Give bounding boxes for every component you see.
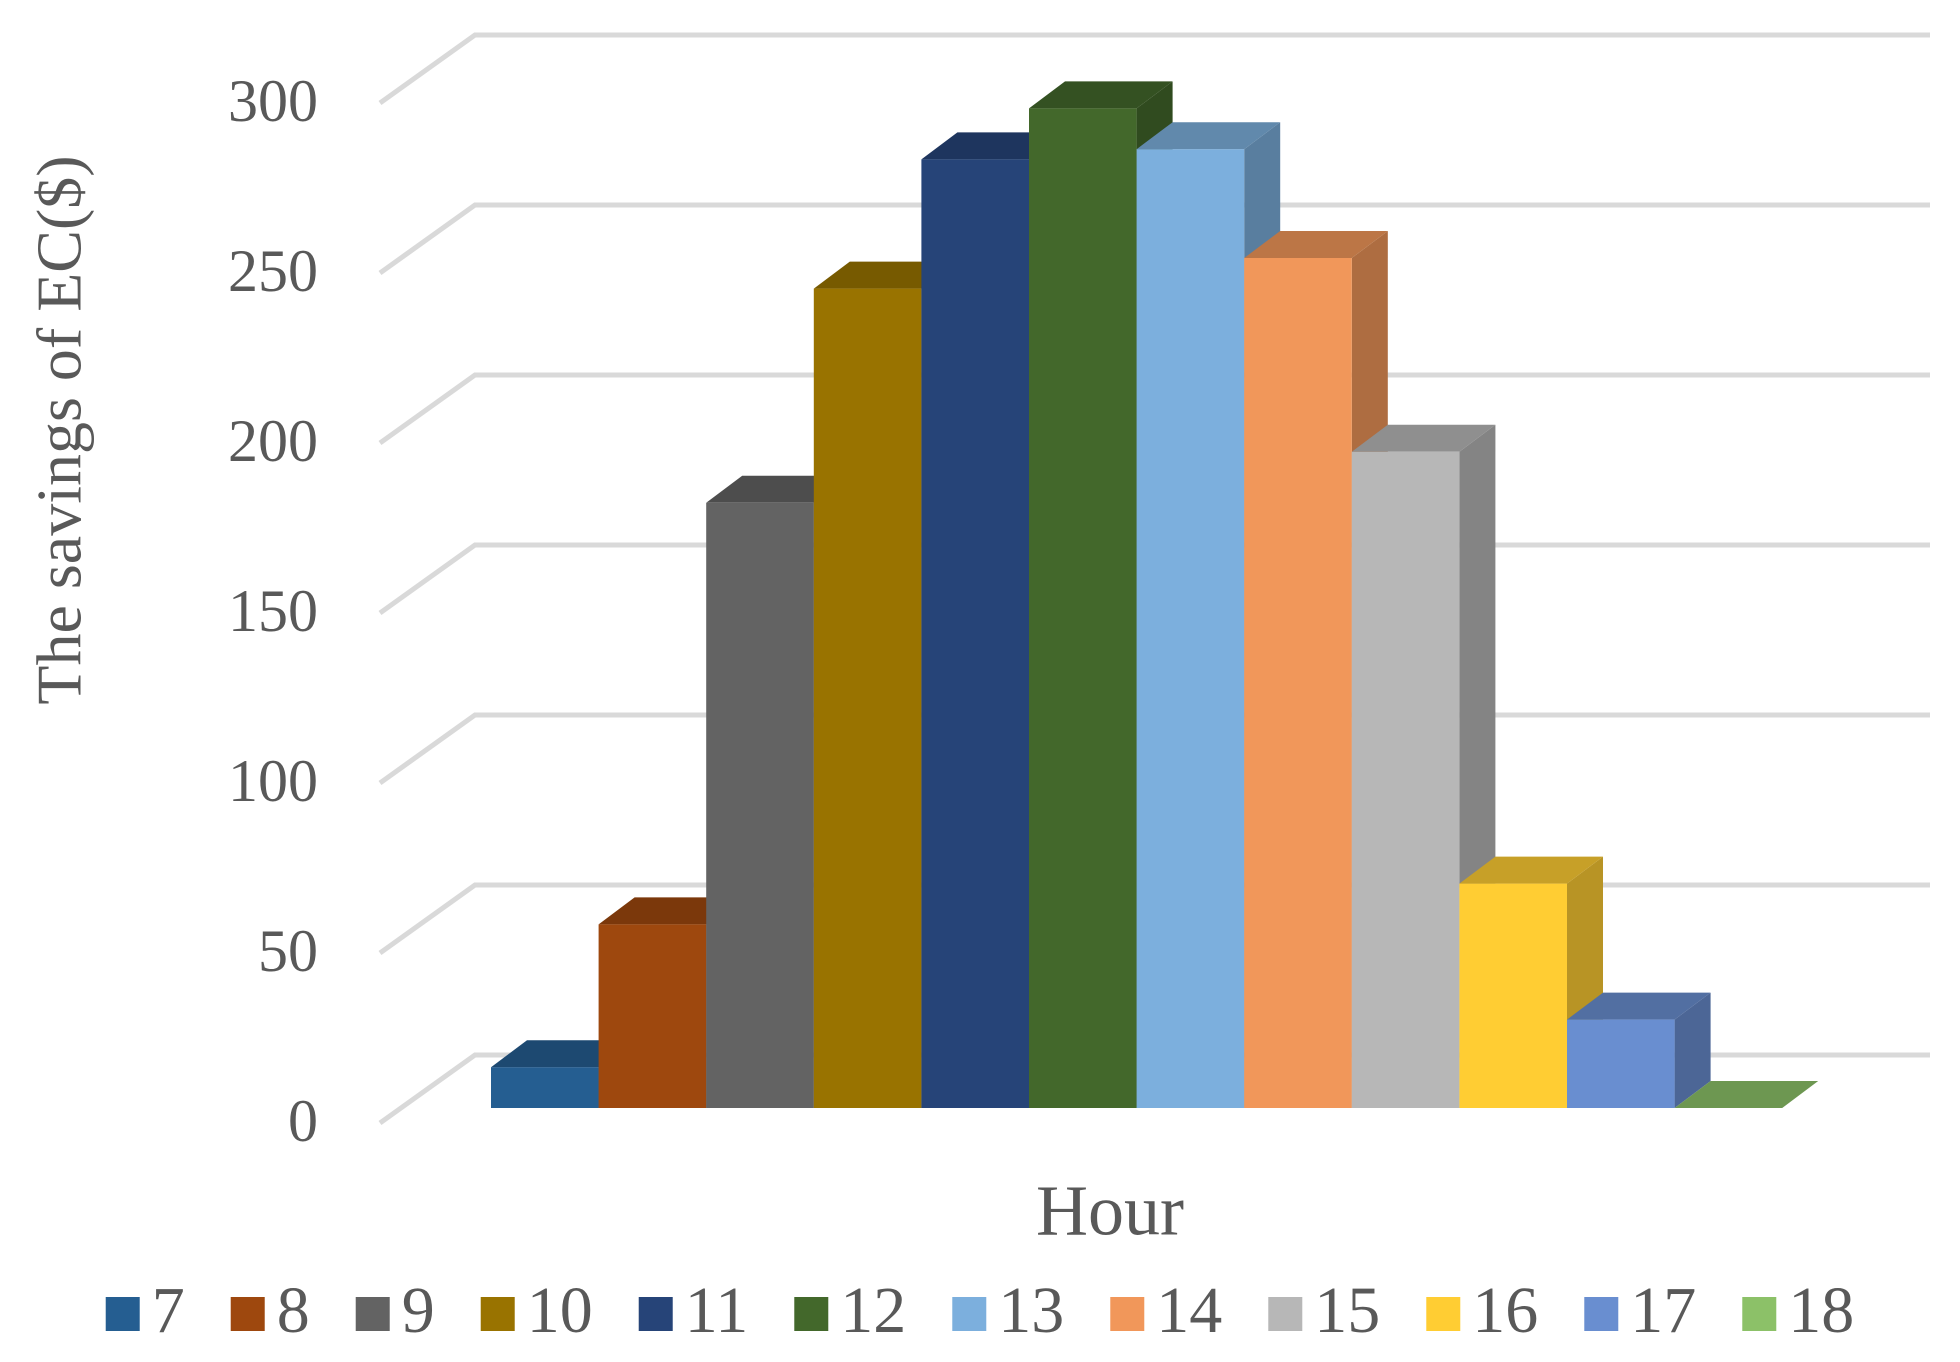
grid-line [378, 202, 1930, 276]
bar [1029, 108, 1137, 1108]
bar [1244, 258, 1352, 1108]
bar [598, 924, 707, 1108]
y-tick-label: 100 [228, 748, 318, 814]
y-tick-label: 250 [228, 238, 318, 304]
bar-top [1029, 81, 1173, 109]
bar-top [1567, 992, 1711, 1020]
legend-label: 15 [1314, 1274, 1380, 1347]
legend-label: 10 [527, 1274, 593, 1347]
legend-swatch [355, 1297, 390, 1331]
bar [706, 502, 814, 1108]
legend-swatch [1426, 1297, 1461, 1331]
legend-label: 14 [1156, 1274, 1222, 1347]
legend-swatch [794, 1297, 829, 1331]
bar-side [1674, 992, 1711, 1108]
legend-swatch [1110, 1297, 1145, 1331]
legend-label: 16 [1472, 1274, 1538, 1347]
bar [491, 1067, 599, 1108]
legend-label: 13 [998, 1274, 1064, 1347]
legend-swatch [952, 1297, 987, 1331]
legend-label: 8 [277, 1274, 310, 1347]
bar [1459, 883, 1567, 1108]
bar-top [1244, 231, 1388, 258]
legend-swatch [230, 1297, 265, 1331]
legend-label: 7 [152, 1274, 185, 1347]
bar [813, 288, 922, 1109]
bar-top [1351, 424, 1496, 452]
legend-swatch [1584, 1297, 1619, 1331]
legend-swatch [638, 1297, 673, 1331]
bar [1567, 1019, 1675, 1108]
legend-swatch [1268, 1297, 1303, 1331]
legend-label: 17 [1630, 1274, 1696, 1347]
bar-top [1136, 122, 1281, 150]
bar [1351, 451, 1460, 1108]
bar [1136, 149, 1245, 1108]
bar-top [1459, 856, 1603, 884]
y-tick-label: 300 [228, 68, 318, 134]
legend-label: 12 [840, 1274, 906, 1347]
legend-label: 11 [685, 1274, 749, 1347]
y-tick-label: 200 [228, 408, 318, 474]
legend-swatch [480, 1297, 515, 1331]
bar [921, 159, 1029, 1108]
grid-line [378, 32, 1930, 106]
legend-swatch [1742, 1297, 1777, 1331]
legend-swatch [105, 1297, 140, 1331]
grid-line [378, 372, 1930, 446]
legend-label: 18 [1788, 1274, 1854, 1347]
y-axis-title: The savings of EC($) [24, 155, 95, 704]
legend-label: 9 [402, 1274, 435, 1347]
x-axis-title: Hour [1036, 1171, 1184, 1251]
y-tick-label: 150 [228, 578, 318, 644]
bar-top [1674, 1081, 1819, 1108]
y-tick-label: 50 [258, 918, 318, 984]
y-tick-label: 0 [288, 1088, 318, 1154]
